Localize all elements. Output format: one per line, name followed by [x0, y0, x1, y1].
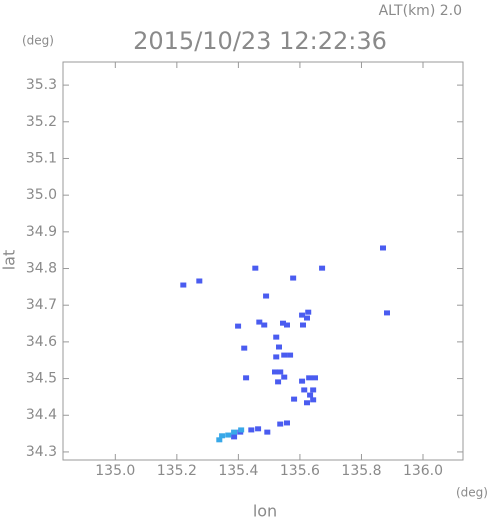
chart-title: 2015/10/23 12:22:36	[133, 27, 387, 55]
plot-frame	[62, 61, 464, 461]
echo-point	[248, 427, 255, 433]
echo-point	[312, 375, 318, 381]
echo-point	[299, 312, 306, 318]
echo-point	[284, 322, 290, 328]
y-tick-label: 34.4	[26, 407, 57, 423]
echo-point	[380, 245, 386, 251]
y-tick-label: 35.2	[26, 114, 57, 130]
y-tick-label: 34.7	[26, 297, 57, 313]
echo-point	[216, 437, 223, 443]
echo-point	[264, 429, 271, 435]
y-tick-label: 34.9	[26, 224, 57, 240]
echo-point	[272, 369, 278, 375]
x-axis-label: lon	[253, 502, 277, 521]
echo-point	[277, 369, 284, 375]
echo-point	[304, 400, 310, 406]
echo-point	[238, 427, 245, 433]
x-tick-label: 135.2	[157, 463, 197, 479]
echo-point	[225, 432, 232, 438]
echo-point	[261, 322, 268, 328]
y-axis-label: lat	[0, 250, 19, 271]
y-tick-label: 34.8	[26, 261, 57, 277]
echo-point	[219, 433, 226, 439]
echo-point	[281, 352, 288, 358]
echo-point	[287, 352, 294, 358]
echo-point	[180, 282, 187, 288]
echo-point	[319, 265, 326, 271]
echo-point	[306, 375, 313, 381]
x-tick-label: 135.6	[280, 463, 320, 479]
echo-point	[301, 387, 308, 393]
x-tick-label: 135.8	[341, 463, 381, 479]
echo-point	[277, 421, 284, 427]
echo-point	[305, 309, 312, 315]
echo-point	[310, 397, 317, 403]
echo-point	[273, 334, 280, 340]
echo-point	[280, 320, 286, 326]
echo-point	[275, 379, 282, 385]
echo-point	[255, 426, 262, 432]
x-unit: (deg)	[456, 486, 488, 500]
x-tick-label: 135.0	[95, 463, 135, 479]
echo-point	[241, 345, 248, 351]
echo-point	[284, 420, 290, 426]
echo-point	[300, 322, 306, 328]
echo-point	[256, 319, 263, 325]
y-unit: (deg)	[22, 34, 54, 48]
echo-point	[291, 396, 298, 402]
echo-point	[231, 434, 238, 440]
echo-point	[231, 429, 238, 435]
echo-point	[263, 293, 270, 299]
echo-point	[273, 354, 280, 360]
altitude-label: ALT(km) 2.0	[379, 3, 462, 19]
echo-point	[196, 278, 203, 284]
y-tick-label: 34.5	[26, 371, 57, 387]
echo-point	[290, 275, 297, 281]
y-tick-label: 35.0	[26, 187, 57, 203]
x-tick-label: 135.4	[218, 463, 258, 479]
echo-point	[276, 344, 282, 350]
y-tick-label: 35.1	[26, 150, 57, 166]
echo-point	[235, 323, 242, 329]
echo-point	[307, 392, 314, 398]
echo-point	[243, 375, 250, 381]
x-tick-label: 136.0	[403, 463, 443, 479]
echo-point	[281, 374, 288, 380]
y-tick-label: 34.3	[26, 444, 57, 460]
echo-point	[310, 387, 317, 393]
echo-point	[384, 310, 390, 316]
y-tick-label: 35.3	[26, 77, 57, 93]
echo-point	[252, 265, 259, 271]
echo-point	[299, 378, 306, 384]
echo-point	[304, 315, 310, 321]
y-tick-label: 34.6	[26, 334, 57, 350]
